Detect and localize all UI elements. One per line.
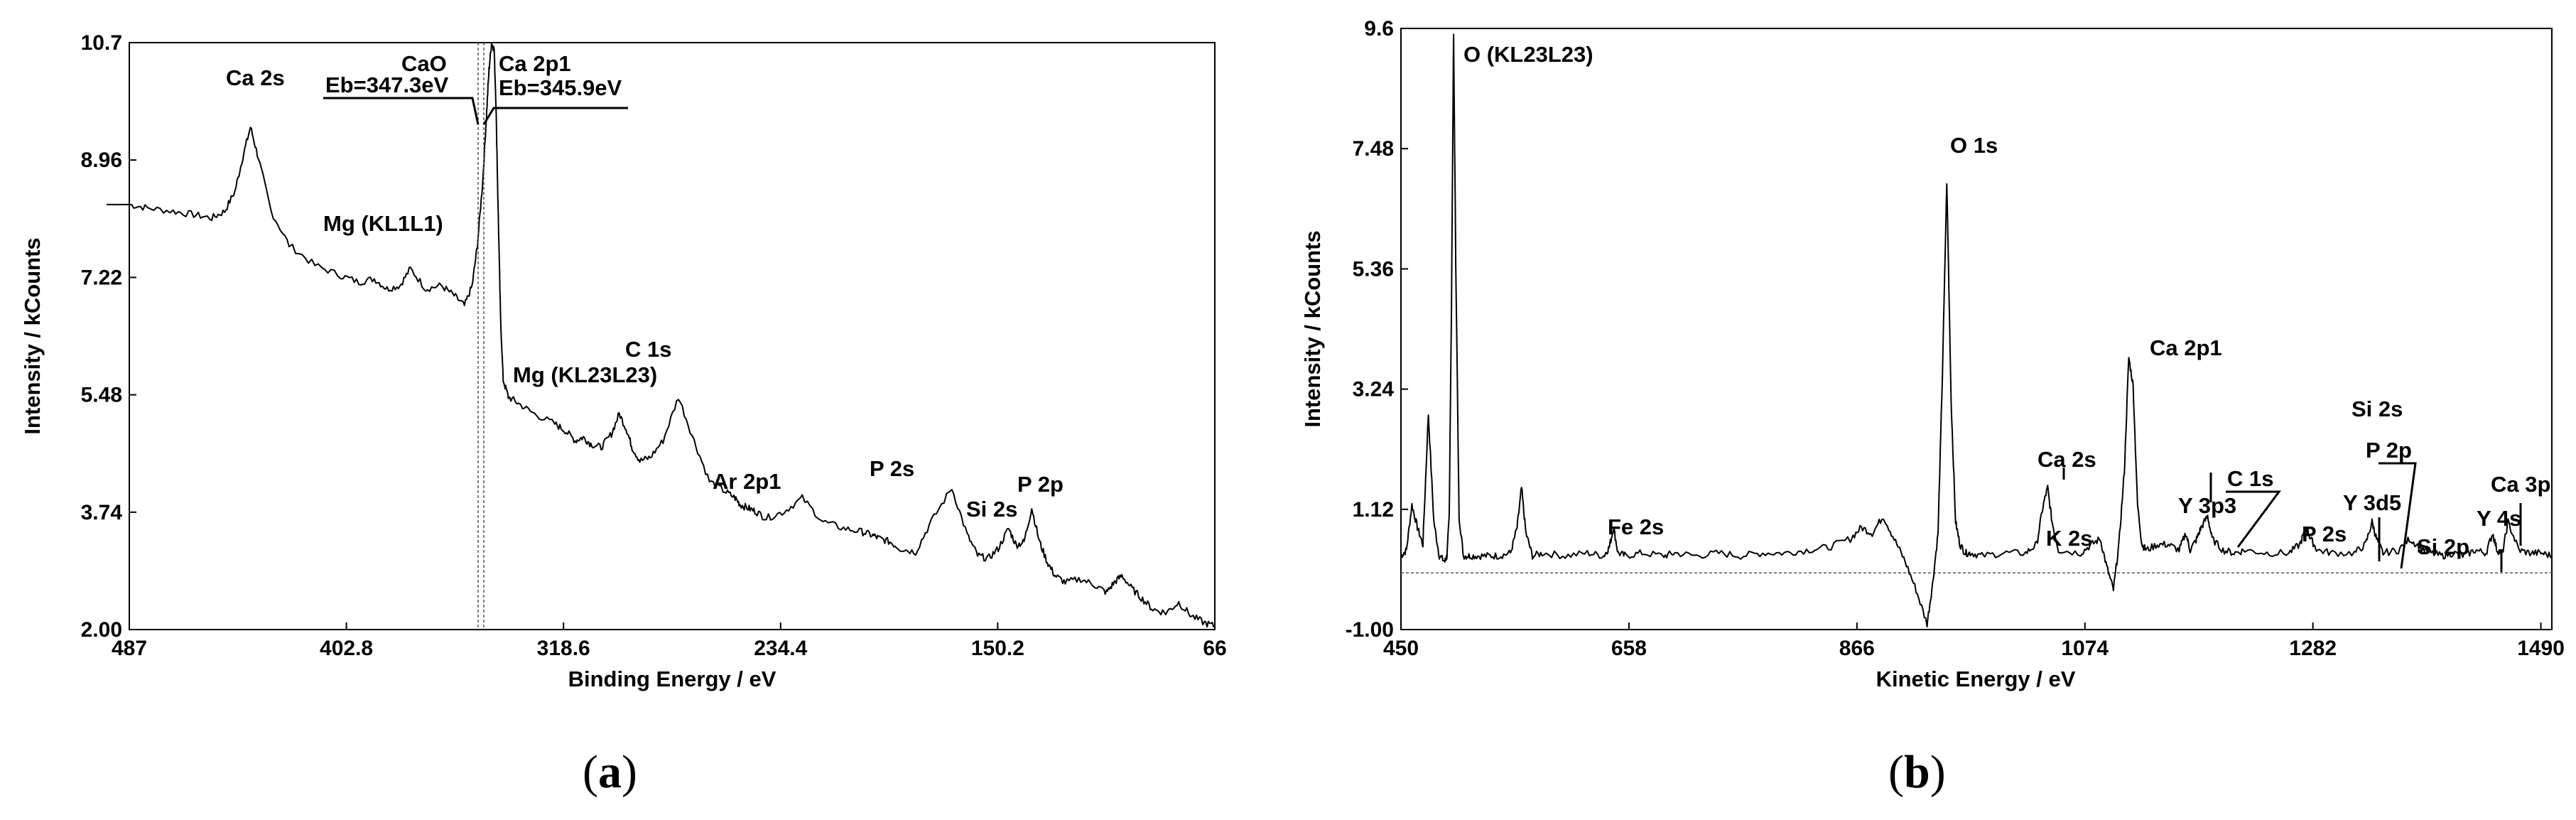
panel-b-c1s-leader [2226, 490, 2281, 548]
panel-b-y-tick-label: 5.36 [1353, 257, 1394, 281]
panel-a-x-tick-label: 234.4 [754, 637, 807, 660]
panel-b-label-si-2s: Si 2s [2352, 396, 2403, 421]
panel-b-spectrum-line [1400, 33, 2553, 627]
panel-b-label-p-2s: P 2s [2302, 522, 2347, 546]
panel-b-x-axis-label: Kinetic Energy / eV [1876, 667, 2076, 691]
panel-b-x-tick-label: 658 [1611, 637, 1647, 660]
panel-b-label-ca-2p1: Ca 2p1 [2150, 335, 2222, 360]
panel-b-label-p-2p: P 2p [2366, 438, 2412, 463]
panel-a-y-tick-label: 3.74 [81, 501, 123, 524]
panel-b-y-tick-label: 9.6 [1364, 17, 1394, 41]
panel-b-x-tick-label: 450 [1383, 637, 1419, 660]
panel-b-plot-frame [1400, 28, 2553, 630]
panel-b-caption: (b) [1888, 746, 1946, 798]
panel-a-ca2p1-leader [482, 107, 628, 125]
panel-a-y-axis-label: Intensity / kCounts [20, 237, 45, 434]
panel-a-label-cao: CaO [401, 51, 447, 76]
panel-b-label-o-1s: O 1s [1950, 133, 1998, 158]
panel-a-plot-frame [129, 42, 1216, 630]
panel-b-x-tick-label: 1282 [2289, 637, 2337, 660]
panel-b-x-tick-label: 1074 [2061, 637, 2109, 660]
panel-b-x-tick-label: 1490 [2517, 637, 2565, 660]
panel-b-label-ca-2s: Ca 2s [2037, 447, 2096, 472]
panel-b-y-tick-label: -1.00 [1346, 618, 1394, 642]
panel-a-x-tick-label: 150.2 [971, 637, 1024, 660]
panel-a-y-tick-label: 8.96 [81, 149, 122, 172]
panel-b-y-tick-label: 7.48 [1353, 137, 1394, 161]
panel-b-label-y-3d5: Y 3d5 [2343, 490, 2401, 515]
panel-b-label-si-2p: Si 2p [2417, 534, 2469, 559]
panel-a-label-p-2s: P 2s [870, 456, 914, 481]
panel-a-label-cao-eb: Eb=347.3eV [325, 72, 449, 97]
panel-b-label-k-2s: K 2s [2046, 526, 2092, 551]
panel-a-x-axis-label: Binding Energy / eV [568, 667, 776, 691]
panel-a-label-mg-kl23l23: Mg (KL23L23) [513, 362, 657, 387]
panel-b-label-c-1s: C 1s [2227, 466, 2273, 491]
panel-a-label-ca2p1-eb: Eb=345.9eV [499, 75, 622, 100]
panel-a-y-tick-label: 10.7 [81, 31, 122, 55]
panel-b-y-tick-label: 3.24 [1353, 378, 1395, 401]
panel-a-x-tick-label: 402.8 [320, 637, 373, 660]
panel-a-binding-energy-chart: 2.00 3.74 5.48 7.22 8.96 10.7 487 402.8 318.6 234… [20, 31, 1227, 798]
panel-a-label-ca-2p1: Ca 2p1 [499, 51, 571, 76]
panel-a-label-p-2p: P 2p [1017, 472, 1064, 497]
panel-a-label-si-2s: Si 2s [966, 497, 1017, 522]
panel-a-label-mg-kl1l1: Mg (KL1L1) [323, 211, 443, 236]
panel-b-label-fe-2s: Fe 2s [1608, 514, 1664, 539]
panel-b-caption-letter: b [1904, 746, 1930, 798]
panel-a-cao-leader [323, 97, 480, 125]
panel-b-label-y-3p3: Y 3p3 [2178, 493, 2236, 518]
panel-b-p2p-leader [2379, 462, 2417, 569]
panel-a-spectrum-line [129, 42, 1216, 628]
panel-a-label-c-1s: C 1s [625, 337, 671, 362]
panel-b-y-tick-label: 1.12 [1353, 498, 1394, 522]
panel-b-label-ca-3p: Ca 3p [2491, 472, 2550, 497]
panel-a-y-tick-label: 5.48 [81, 384, 122, 407]
panel-a-label-ar-2p1: Ar 2p1 [713, 469, 781, 494]
panel-b-y-axis-label: Intensity / kCounts [1300, 230, 1325, 427]
panel-a-x-tick-label: 66 [1203, 637, 1226, 660]
panel-b-label-y-4s: Y 4s [2477, 506, 2521, 531]
panel-a-y-tick-label: 2.00 [81, 618, 122, 642]
panel-a-label-ca-2s: Ca 2s [226, 65, 285, 90]
panel-a-x-tick-label: 318.6 [537, 637, 590, 660]
panel-b-x-tick-label: 866 [1839, 637, 1875, 660]
panel-b-label-o-kll: O (KL23L23) [1463, 42, 1593, 67]
panel-a-y-tick-label: 7.22 [81, 266, 122, 289]
panel-a-x-tick-label: 487 [112, 637, 147, 660]
panel-a-caption-letter: a [598, 746, 622, 798]
panel-b-kinetic-energy-chart: -1.00 1.12 3.24 5.36 7.48 9.6 450 658 866 1074 128… [1300, 17, 2565, 798]
panel-a-caption: (a) [583, 746, 637, 798]
